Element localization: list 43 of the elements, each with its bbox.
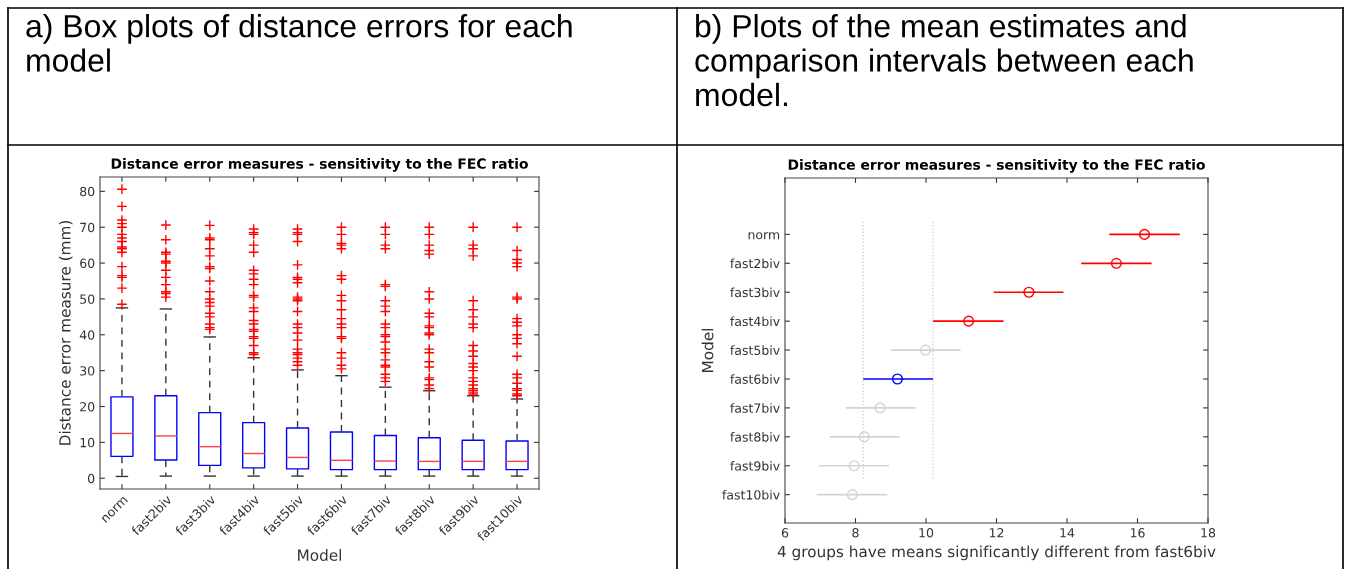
point <box>1023 286 1035 298</box>
y-tick-label: 30 <box>80 366 95 376</box>
x-tick-label: 8 <box>852 528 859 538</box>
y-tick-label: fast6biv <box>730 374 780 384</box>
x-tick-label: 10 <box>919 528 934 538</box>
y-tick-label: fast7biv <box>730 403 780 413</box>
x-tick-label: 6 <box>781 528 789 538</box>
point <box>891 373 904 385</box>
y-tick-label: fast9biv <box>730 460 780 471</box>
y-tick-label: fast5biv <box>730 345 780 355</box>
y-tick-label: 20 <box>80 401 95 412</box>
y-tick-label: fast2biv <box>730 258 780 269</box>
point <box>848 460 860 472</box>
y-tick-label: 50 <box>80 294 95 304</box>
y-tick-label: 60 <box>80 258 95 268</box>
y-tick-label: fast3biv <box>730 287 780 298</box>
point <box>858 431 870 443</box>
point <box>920 344 932 356</box>
point <box>1138 228 1151 240</box>
x-tick-label: 12 <box>989 528 1004 538</box>
x-axis-title: 4 groups have means significantly different from fast6biv <box>777 545 1216 561</box>
y-tick-label: norm <box>748 232 780 240</box>
chart-title: Distance error measures - sensitivity to the FEC ratio <box>111 158 528 172</box>
text: b) Plots of the mean estimates and comparison intervals between each model. <box>695 14 1193 107</box>
y-tick-label: 80 <box>80 186 95 197</box>
x-tick-label: 14 <box>1060 528 1075 538</box>
y-tick-label: 10 <box>80 437 95 448</box>
x-tick-label: 16 <box>1130 528 1145 538</box>
point <box>874 402 886 414</box>
y-axis-title: Distance error measure (mm) <box>58 220 73 445</box>
y-tick-label: 70 <box>80 222 95 233</box>
y-axis-title: Model <box>701 329 714 372</box>
y-tick-label: 0 <box>88 473 95 484</box>
chart-title: Distance error measures - sensitivity to the FEC ratio <box>788 159 1205 173</box>
point <box>846 489 858 501</box>
point <box>963 315 975 327</box>
x-axis-title: Model <box>298 549 341 561</box>
y-tick-label: fast8biv <box>730 432 780 442</box>
point <box>1110 257 1122 269</box>
x-tick-label: 18 <box>1201 528 1216 538</box>
y-tick-label: 40 <box>79 330 95 340</box>
text: a) Box plots of distance errors for each model <box>26 14 572 72</box>
y-tick-label: fast4biv <box>730 316 780 327</box>
